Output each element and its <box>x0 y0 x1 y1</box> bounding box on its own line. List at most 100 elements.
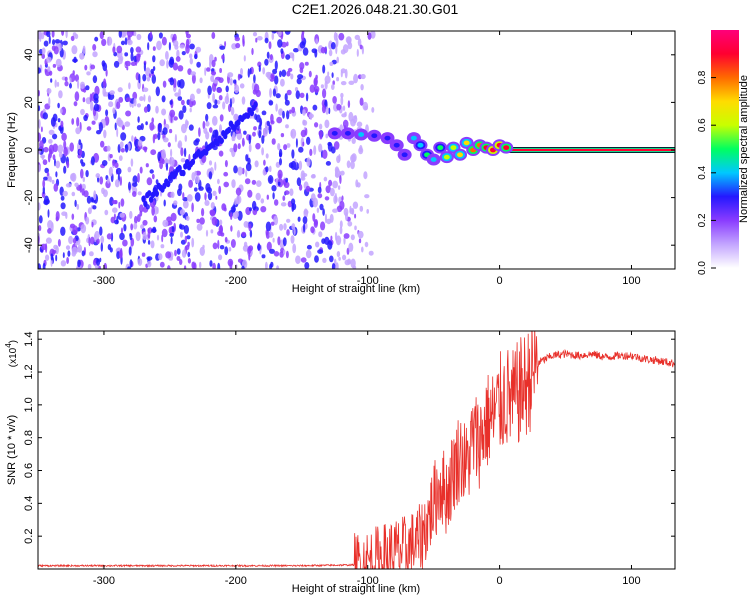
noise-blob <box>74 182 79 187</box>
noise-blob <box>244 178 251 185</box>
noise-blob <box>332 180 338 189</box>
noise-blob <box>48 97 51 107</box>
noise-blob <box>346 160 351 169</box>
noise-blob <box>283 181 290 188</box>
noise-blob <box>295 255 301 264</box>
noise-blob <box>55 171 58 178</box>
noise-blob <box>189 93 195 102</box>
noise-blob <box>82 97 86 103</box>
noise-blob <box>302 216 308 224</box>
noise-blob <box>255 180 262 188</box>
noise-blob <box>286 89 292 96</box>
noise-blob <box>90 196 94 203</box>
noise-blob <box>91 221 94 228</box>
noise-blob <box>145 121 148 126</box>
noise-blob <box>116 45 123 54</box>
noise-blob <box>338 256 341 261</box>
noise-blob <box>190 71 197 76</box>
noise-blob <box>62 40 68 46</box>
noise-blob <box>293 228 296 236</box>
y-tick-label: 0.6 <box>23 463 35 478</box>
noise-blob <box>210 71 217 76</box>
ridge-point <box>410 135 417 141</box>
noise-blob <box>203 127 208 134</box>
noise-blob <box>278 173 282 179</box>
noise-blob <box>161 228 168 238</box>
noise-blob <box>57 239 61 247</box>
noise-blob <box>339 200 345 210</box>
noise-blob <box>85 85 90 91</box>
noise-blob <box>120 148 125 153</box>
noise-blob <box>358 147 364 155</box>
noise-blob <box>296 177 302 187</box>
noise-blob <box>71 118 75 125</box>
noise-blob <box>149 122 155 131</box>
noise-blob <box>176 248 181 255</box>
noise-blob <box>329 255 334 263</box>
noise-blob <box>348 242 354 252</box>
noise-blob <box>63 146 68 157</box>
noise-blob <box>230 106 235 116</box>
noise-blob <box>129 233 133 241</box>
noise-blob <box>361 246 364 253</box>
noise-blob <box>165 50 169 60</box>
noise-blob <box>92 75 98 84</box>
noise-blob <box>128 82 131 90</box>
noise-blob <box>216 87 223 93</box>
noise-blob <box>354 34 360 41</box>
noise-blob <box>218 95 223 101</box>
noise-blob <box>323 176 328 182</box>
noise-blob <box>71 172 77 182</box>
noise-blob <box>243 241 248 247</box>
noise-blob <box>257 243 261 251</box>
noise-blob <box>263 159 266 166</box>
noise-blob <box>277 181 281 186</box>
noise-blob <box>215 195 218 200</box>
noise-blob <box>77 244 83 253</box>
noise-blob <box>86 71 91 76</box>
noise-blob <box>120 227 124 234</box>
x-tick-label: 100 <box>622 575 640 587</box>
x-tick-label: -200 <box>225 275 247 287</box>
noise-blob <box>211 32 216 39</box>
snr-line <box>38 331 675 569</box>
noise-blob <box>180 147 184 157</box>
noise-blob <box>204 200 210 206</box>
noise-blob <box>196 88 201 94</box>
noise-blob <box>328 49 333 57</box>
noise-blob <box>305 127 308 136</box>
noise-blob <box>343 233 350 239</box>
noise-blob <box>300 129 307 138</box>
noise-blob <box>147 228 150 234</box>
noise-blob <box>313 145 317 156</box>
noise-blob <box>60 202 66 210</box>
noise-blob <box>211 59 216 68</box>
noise-blob <box>298 146 304 153</box>
noise-blob <box>239 83 245 89</box>
noise-blob <box>284 190 290 195</box>
noise-blob <box>210 202 215 209</box>
noise-blob <box>189 43 195 50</box>
noise-blob <box>52 143 59 153</box>
noise-blob <box>261 254 266 259</box>
noise-blob <box>254 160 259 168</box>
noise-blob <box>309 112 313 120</box>
noise-blob <box>153 215 158 223</box>
noise-blob <box>112 207 118 213</box>
noise-blob <box>287 67 293 72</box>
noise-blob <box>133 31 137 37</box>
noise-blob <box>351 153 357 163</box>
noise-blob <box>350 258 356 269</box>
noise-blob <box>335 44 338 55</box>
noise-blob <box>317 249 324 255</box>
noise-blob <box>40 126 43 133</box>
noise-blob <box>306 157 311 167</box>
noise-blob <box>45 198 50 205</box>
noise-blob <box>314 122 319 128</box>
noise-blob <box>111 200 117 205</box>
noise-blob <box>162 127 168 135</box>
noise-blob <box>42 185 45 195</box>
ridge-point <box>463 140 470 146</box>
noise-blob <box>151 206 155 216</box>
noise-blob <box>207 85 212 96</box>
